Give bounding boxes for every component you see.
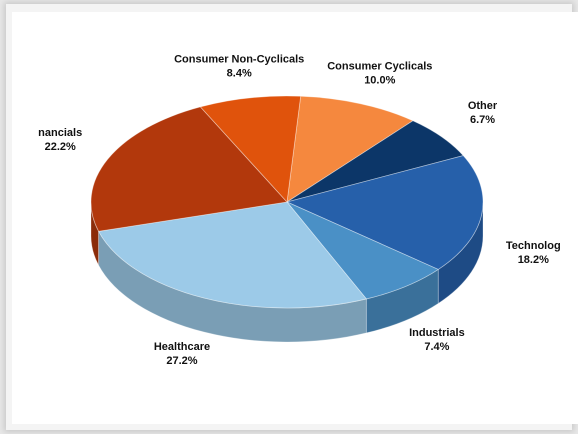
slice-value-consumer-cyclicals: 10.0% — [364, 74, 395, 86]
slice-value-industrials: 7.4% — [424, 341, 449, 353]
slice-label-other: Other — [468, 100, 498, 112]
slice-label-consumer-cyclicals: Consumer Cyclicals — [327, 60, 432, 72]
pie-slice-consumer-non-cyclicals — [199, 95, 302, 203]
pie-slice-financials — [90, 106, 288, 232]
slice-value-technology: 18.2% — [518, 254, 549, 266]
pie-slice-healthcare — [98, 201, 368, 309]
slice-value-healthcare: 27.2% — [166, 355, 197, 367]
chart-panel: Consumer Cyclicals 10.0% Other 6.7% Technolo… — [12, 12, 578, 424]
slice-label-financials: nancials — [38, 127, 82, 139]
pie-slice-consumer-cyclicals — [286, 95, 414, 203]
pie-tops — [90, 95, 484, 309]
pie-labels: Consumer Cyclicals 10.0% Other 6.7% Technolo… — [38, 53, 561, 367]
slice-label-industrials: Industrials — [409, 327, 465, 339]
pie-slice-technology — [285, 155, 484, 270]
slice-value-financials: 22.2% — [45, 141, 76, 153]
slice-label-technology: Technolog — [506, 240, 561, 252]
slice-value-other: 6.7% — [470, 114, 495, 126]
pie-chart: Consumer Cyclicals 10.0% Other 6.7% Technolo… — [38, 53, 561, 367]
pie-slice-industrials — [286, 201, 440, 300]
slice-label-healthcare: Healthcare — [154, 341, 210, 353]
pie-slice-other — [286, 120, 464, 203]
slice-label-consumer-non-cyclicals: Consumer Non-Cyclicals — [174, 53, 304, 65]
slice-value-consumer-non-cyclicals: 8.4% — [227, 67, 252, 79]
